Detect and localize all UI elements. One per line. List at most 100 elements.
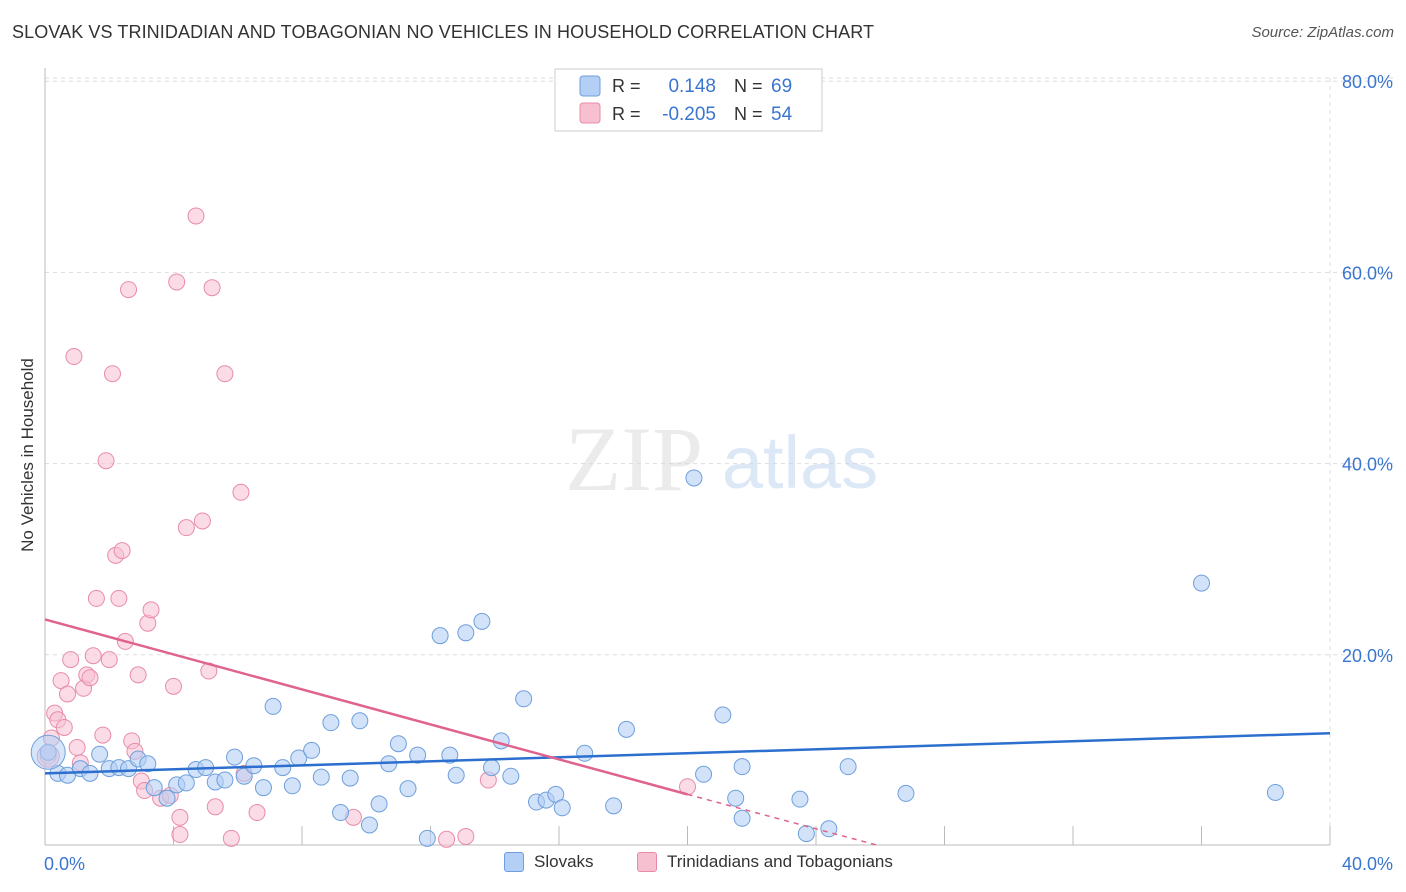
- blue-point-52: [553, 799, 571, 817]
- blue-point-29: [322, 714, 340, 732]
- pink-point-39: [187, 207, 205, 225]
- blue-point-25: [283, 777, 301, 795]
- blue-point-10: [139, 755, 157, 773]
- pink-point-31: [142, 601, 160, 619]
- pink-trend-extension: [687, 793, 881, 847]
- blue-point-5: [91, 745, 109, 763]
- slovaks-label: Slovaks: [534, 852, 594, 871]
- trend-lines: [44, 618, 1331, 847]
- blue-point-11: [145, 779, 163, 797]
- blue-point-58: [714, 706, 732, 724]
- blue-point-48: [502, 767, 520, 785]
- blue-point-56: [685, 469, 703, 487]
- pink-point-50: [438, 830, 456, 848]
- pink-point-40: [193, 512, 211, 530]
- pink-point-36: [171, 808, 189, 826]
- pink-point-7: [62, 651, 80, 669]
- blue-point-66: [897, 784, 915, 802]
- pink-point-18: [100, 651, 118, 669]
- blue-series-points: [30, 469, 1284, 847]
- blue-point-65: [839, 758, 857, 776]
- trinidadians-swatch: [637, 852, 657, 872]
- blue-point-32: [351, 712, 369, 730]
- y-tick-label-3: 80.0%: [1342, 72, 1393, 92]
- blue-point-55: [617, 720, 635, 738]
- blue-point-61: [733, 758, 751, 776]
- legend-pink-n-label: N =: [734, 104, 763, 124]
- blue-point-60: [733, 809, 751, 827]
- pink-point-51: [457, 827, 475, 845]
- tick-labels: 20.0% 40.0% 60.0% 80.0% 0.0% 40.0%: [44, 72, 1393, 874]
- blue-point-38: [409, 746, 427, 764]
- pink-trend-line: [44, 618, 688, 796]
- blue-point-44: [473, 612, 491, 630]
- blue-point-33: [360, 816, 378, 834]
- y-tick-label-0: 20.0%: [1342, 646, 1393, 666]
- pink-point-16: [94, 726, 112, 744]
- legend-item-slovaks[interactable]: Slovaks: [504, 852, 594, 872]
- source-label: Source: ZipAtlas.com: [1251, 24, 1394, 41]
- pink-point-38: [177, 519, 195, 537]
- pink-point-35: [168, 273, 186, 291]
- legend-blue-r-value: 0.148: [668, 76, 716, 97]
- blue-point-31: [341, 769, 359, 787]
- legend-blue-n-label: N =: [734, 76, 763, 96]
- legend-pink-r-value: -0.205: [662, 104, 716, 125]
- blue-point-19: [226, 748, 244, 766]
- blue-point-43: [457, 624, 475, 642]
- legend-bottom: Slovaks Trinidadians and Tobagonians: [0, 852, 1406, 878]
- legend-pink-r-label: R =: [612, 104, 641, 124]
- pink-point-17: [97, 452, 115, 470]
- pink-point-44: [216, 365, 234, 383]
- pink-point-27: [129, 666, 147, 684]
- pink-point-5: [55, 718, 73, 736]
- blue-point-30: [332, 804, 350, 822]
- blue-point-34: [370, 795, 388, 813]
- pink-point-34: [165, 677, 182, 695]
- legend-top: R = 0.148 N = 69 R = -0.205 N = 54: [554, 68, 823, 132]
- legend-pink-n-value: 54: [771, 104, 793, 125]
- pink-point-48: [248, 804, 266, 822]
- pink-point-19: [103, 365, 121, 383]
- pink-point-37: [171, 826, 189, 844]
- pink-point-46: [232, 483, 250, 501]
- blue-point-47: [515, 690, 533, 708]
- blue-point-22: [254, 779, 272, 797]
- blue-point-23: [264, 697, 282, 715]
- pink-point-43: [206, 798, 224, 816]
- pink-point-45: [222, 829, 240, 847]
- blue-point-37: [399, 780, 417, 798]
- blue-trend-line: [44, 731, 1331, 775]
- blue-point-36: [389, 735, 407, 753]
- blue-point-18: [216, 771, 234, 789]
- watermark: ZIP atlas: [565, 408, 878, 510]
- blue-point-63: [797, 825, 815, 843]
- pink-point-21: [110, 589, 128, 607]
- blue-cluster-point: [30, 734, 66, 770]
- pink-point-22: [113, 542, 131, 560]
- legend-blue-swatch: [579, 75, 601, 97]
- pink-point-15: [87, 589, 105, 607]
- pink-point-24: [120, 281, 138, 299]
- watermark-zip: ZIP: [565, 408, 703, 510]
- legend-blue-r-label: R =: [612, 76, 641, 96]
- legend-item-trinidadians[interactable]: Trinidadians and Tobagonians: [637, 852, 893, 872]
- blue-point-41: [441, 746, 459, 764]
- pink-point-13: [81, 669, 99, 687]
- blue-point-14: [177, 774, 195, 792]
- legend-pink-swatch: [579, 102, 601, 124]
- blue-point-39: [418, 829, 436, 847]
- chart-title: SLOVAK VS TRINIDADIAN AND TOBAGONIAN NO …: [12, 22, 875, 42]
- y-tick-label-1: 40.0%: [1342, 455, 1393, 475]
- blue-point-57: [695, 765, 713, 783]
- pink-point-6: [58, 685, 76, 703]
- blue-point-12: [158, 789, 176, 807]
- blue-point-59: [727, 789, 745, 807]
- blue-point-45: [483, 759, 501, 777]
- pink-point-14: [84, 647, 102, 665]
- blue-point-40: [431, 627, 449, 645]
- pink-point-9: [68, 739, 86, 757]
- trinidadians-label: Trinidadians and Tobagonians: [667, 852, 893, 871]
- legend-blue-n-value: 69: [771, 76, 792, 97]
